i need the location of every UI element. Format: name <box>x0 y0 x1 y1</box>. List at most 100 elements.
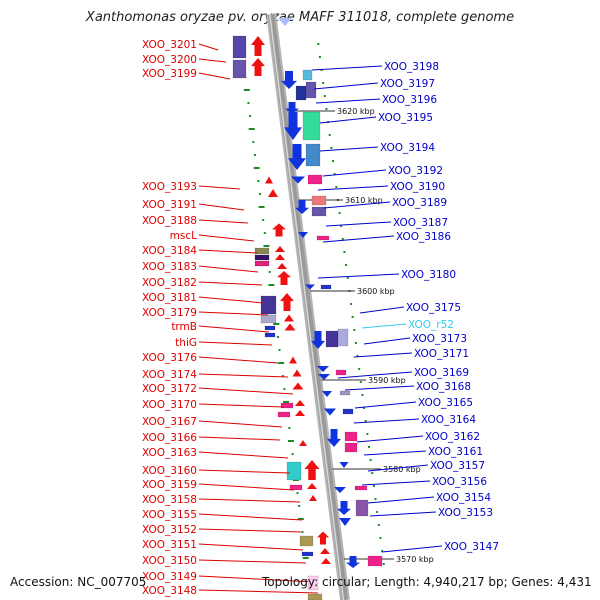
leader-line-right <box>323 201 391 209</box>
leader-line-right <box>356 435 424 443</box>
leader-line-left <box>198 436 281 441</box>
leader-line-right <box>313 82 379 90</box>
gene-arrow-reverse <box>298 232 308 238</box>
leader-line-right <box>367 496 435 504</box>
gene-label-left: XOO_3151 <box>142 539 197 551</box>
leader-line-right <box>381 545 443 553</box>
gene-arrow-forward <box>272 223 286 237</box>
rna-label-right: XOO_r52 <box>408 319 454 331</box>
feature-box <box>254 254 270 261</box>
gene-arrow-forward <box>292 369 302 377</box>
gene-arrow-forward <box>321 558 331 564</box>
leader-line-left <box>198 296 265 304</box>
gene-label-left: XOO_3193 <box>142 181 197 193</box>
leader-line-right <box>363 450 427 456</box>
gene-label-left: mscL <box>170 230 197 242</box>
gene-arrow-forward <box>317 531 329 545</box>
leader-line-left <box>198 185 241 190</box>
leader-line-left <box>198 43 219 51</box>
gene-arrow-reverse <box>291 176 305 184</box>
leader-line-left <box>198 203 245 211</box>
gene-label-left: XOO_3167 <box>142 416 197 428</box>
feature-box <box>337 328 349 347</box>
gene-arrow-reverse <box>318 374 330 380</box>
gene-label-right: XOO_3195 <box>378 112 433 124</box>
leader-line-right <box>367 464 429 472</box>
leader-line-right <box>322 169 387 177</box>
gene-arrow-forward <box>275 254 285 260</box>
gene-label-left: XOO_3149 <box>142 571 197 583</box>
scale-label: 3590 kbp <box>368 376 406 385</box>
gene-label-right: XOO_3171 <box>414 348 469 360</box>
feature-box <box>264 332 276 338</box>
feature-box <box>355 499 369 517</box>
feature-box <box>232 35 247 59</box>
gene-label-right: XOO_3194 <box>380 142 435 154</box>
feature-box <box>277 411 291 418</box>
leader-line-left <box>198 498 301 503</box>
gene-arrow-forward <box>309 495 317 501</box>
feature-box <box>316 235 330 241</box>
backbone-highlight <box>269 13 345 600</box>
gene-label-left: XOO_3176 <box>142 352 197 364</box>
leader-line-left <box>198 341 273 346</box>
gene-arrow-forward <box>292 382 304 390</box>
gene-label-right: XOO_3180 <box>401 269 456 281</box>
gene-label-left: XOO_3182 <box>142 277 197 289</box>
gene-arrow-forward <box>268 189 278 197</box>
gene-arrow-reverse <box>295 200 309 214</box>
feature-box <box>254 247 270 255</box>
gene-arrow-forward <box>295 410 305 416</box>
feature-box <box>354 485 368 491</box>
leader-line-right <box>322 235 395 243</box>
gene-arrow-forward <box>284 314 294 322</box>
feature-box <box>325 330 339 348</box>
leader-line-left <box>198 559 307 564</box>
gene-arrow-reverse <box>278 18 292 26</box>
feature-box <box>301 551 314 557</box>
gene-label-left: XOO_3158 <box>142 494 197 506</box>
gene-label-right: XOO_3173 <box>412 333 467 345</box>
gene-label-right: XOO_3189 <box>392 197 447 209</box>
gene-label-left: XOO_3181 <box>142 292 197 304</box>
feature-box <box>311 195 327 206</box>
backbone <box>268 13 348 600</box>
gene-label-left: XOO_3179 <box>142 307 197 319</box>
leader-line-left <box>198 513 303 521</box>
gene-arrow-reverse <box>281 71 297 89</box>
scale-label: 3570 kbp <box>396 555 434 564</box>
feature-box <box>344 431 358 442</box>
gene-label-left: XOO_3191 <box>142 199 197 211</box>
leader-line-right <box>319 146 379 152</box>
feature-box <box>302 69 313 81</box>
leader-line-left <box>198 543 304 551</box>
feature-box <box>335 369 347 376</box>
gene-label-left: XOO_3174 <box>142 369 197 381</box>
leader-line-right <box>325 221 392 227</box>
gene-label-right: XOO_3147 <box>444 541 499 553</box>
leader-line-left <box>198 528 302 533</box>
feature-box <box>342 408 354 415</box>
gene-label-left: XOO_3166 <box>142 432 197 444</box>
gene-arrow-reverse <box>327 429 341 447</box>
feature-box <box>367 555 383 567</box>
leader-line-left <box>198 483 295 491</box>
scale-label: 3580 kbp <box>383 465 421 474</box>
leader-line-right <box>353 418 420 424</box>
gene-arrow-reverse <box>334 487 346 493</box>
leader-line-right <box>311 65 383 71</box>
gene-label-right: XOO_3186 <box>396 231 451 243</box>
gene-arrow-reverse <box>322 391 332 397</box>
feature-box <box>260 295 277 315</box>
leader-line-left <box>198 249 258 254</box>
gene-label-right: XOO_3154 <box>436 492 491 504</box>
gene-arrow-reverse <box>337 501 351 515</box>
feature-box <box>307 174 323 185</box>
gene-label-right: XOO_3164 <box>421 414 476 426</box>
gene-arrow-forward <box>277 271 291 285</box>
gene-label-left: XOO_3200 <box>142 54 197 66</box>
feature-box <box>320 284 332 290</box>
leader-line-left <box>198 265 259 273</box>
leader-line-right <box>361 480 431 486</box>
gene-label-right: XOO_3169 <box>414 367 469 379</box>
